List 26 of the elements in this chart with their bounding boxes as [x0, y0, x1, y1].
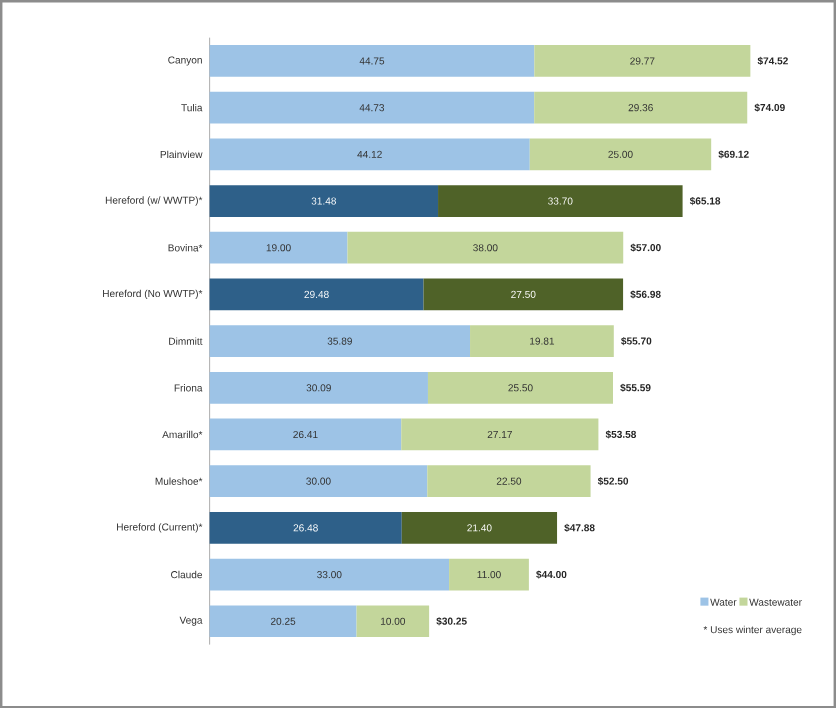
bar: [438, 184, 683, 217]
bar: [423, 278, 624, 311]
bar: [534, 91, 748, 124]
bar: [209, 138, 530, 170]
bar: [401, 511, 558, 544]
bar: [209, 44, 535, 77]
bar: [209, 558, 450, 591]
bar: [209, 465, 428, 497]
bar: [427, 371, 613, 404]
bar: [356, 605, 430, 637]
bar: [209, 371, 428, 404]
bar: [209, 278, 424, 311]
bar: [449, 558, 529, 591]
bar: [209, 418, 402, 451]
bar: [209, 511, 402, 544]
bar: [470, 324, 614, 357]
bar: [209, 91, 535, 124]
bar: [401, 418, 599, 451]
bar: [529, 138, 712, 170]
bar: [209, 184, 439, 217]
bar: [534, 44, 751, 77]
bar: [209, 231, 348, 264]
bar: [209, 605, 357, 637]
bar: [347, 231, 624, 264]
bar: [209, 324, 471, 357]
bar: [427, 465, 591, 497]
